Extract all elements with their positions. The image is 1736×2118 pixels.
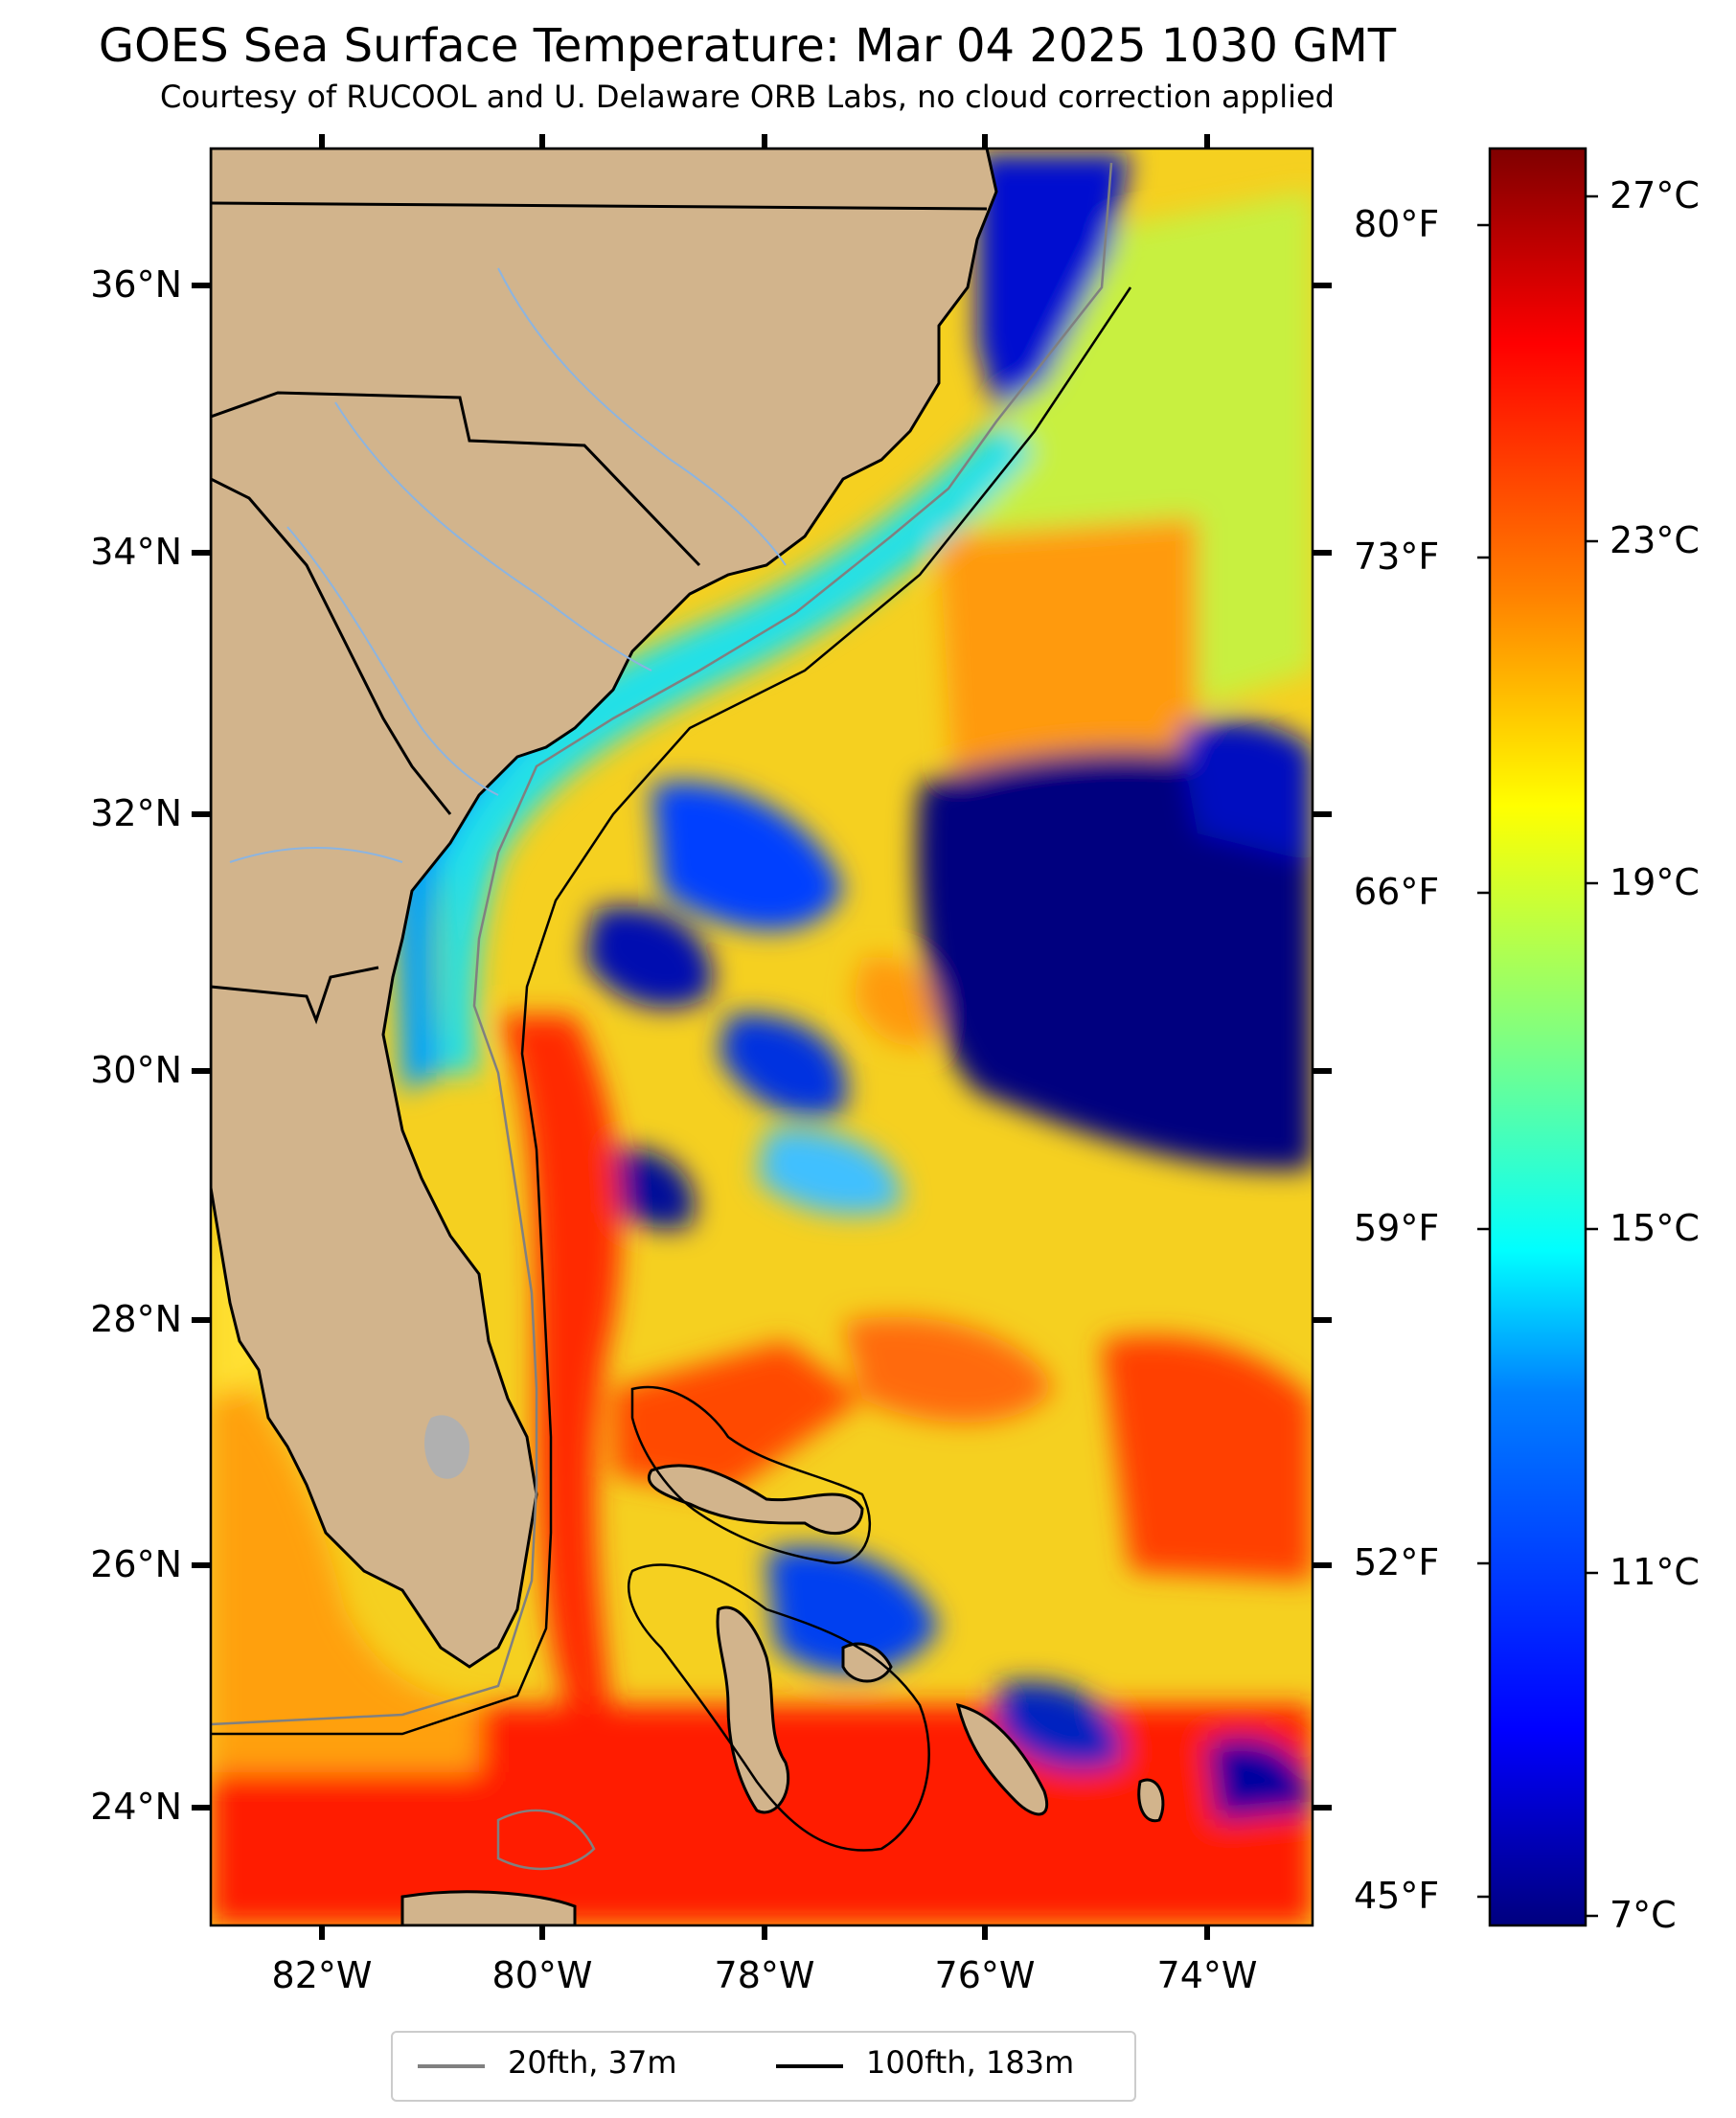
- f-label-59: 59°F: [1354, 1207, 1440, 1249]
- f-label-66: 66°F: [1354, 871, 1440, 913]
- c-label-23: 23°C: [1610, 519, 1700, 561]
- map-panel: [211, 148, 1313, 1925]
- c-label-27: 27°C: [1610, 174, 1700, 216]
- colorbar: [1488, 147, 1588, 1927]
- legend-swatch-100fth: [776, 2064, 843, 2068]
- contour-20fth: [211, 162, 1113, 1726]
- legend-label-100fth: 100fth, 183m: [866, 2044, 1075, 2081]
- colorbar-ticks: [1477, 194, 1598, 1918]
- bahamas-islands: [400, 1464, 1165, 1925]
- lat-label-30n: 30°N: [90, 1049, 182, 1091]
- contour-legend: 20fth, 37m 100fth, 183m: [391, 2031, 1136, 2102]
- legend-swatch-20fth: [418, 2064, 485, 2068]
- lat-label-34n: 34°N: [90, 531, 182, 573]
- legend-label-20fth: 20fth, 37m: [508, 2044, 677, 2081]
- us-mainland: [211, 148, 998, 1669]
- lake-okeechobee: [424, 1415, 469, 1479]
- lon-label-80w: 80°W: [491, 1954, 593, 1996]
- sst-field: [211, 153, 1313, 1925]
- lat-label-36n: 36°N: [90, 263, 182, 306]
- f-label-73: 73°F: [1354, 535, 1440, 578]
- map-title: GOES Sea Surface Temperature: Mar 04 202…: [98, 19, 1397, 73]
- lon-label-78w: 78°W: [714, 1954, 815, 1996]
- lon-label-82w: 82°W: [271, 1954, 373, 1996]
- lat-label-28n: 28°N: [90, 1298, 182, 1340]
- major-ticks: [192, 134, 1332, 1940]
- c-label-11: 11°C: [1610, 1551, 1700, 1593]
- lat-label-24n: 24°N: [90, 1786, 182, 1828]
- rivers: [229, 267, 787, 863]
- bathymetry-contours: [211, 162, 1132, 1871]
- state-borders: [211, 201, 988, 1025]
- contour-100fth: [211, 286, 1132, 1736]
- c-label-7: 7°C: [1610, 1894, 1677, 1936]
- f-label-52: 52°F: [1354, 1541, 1440, 1583]
- f-label-80: 80°F: [1354, 203, 1440, 245]
- map-subtitle: Courtesy of RUCOOL and U. Delaware ORB L…: [160, 79, 1335, 115]
- c-label-15: 15°C: [1610, 1207, 1700, 1249]
- lat-label-32n: 32°N: [90, 792, 182, 834]
- lat-label-26n: 26°N: [90, 1543, 182, 1585]
- f-label-45: 45°F: [1354, 1875, 1440, 1917]
- lon-label-76w: 76°W: [934, 1954, 1036, 1996]
- lon-label-74w: 74°W: [1156, 1954, 1258, 1996]
- c-label-19: 19°C: [1610, 861, 1700, 903]
